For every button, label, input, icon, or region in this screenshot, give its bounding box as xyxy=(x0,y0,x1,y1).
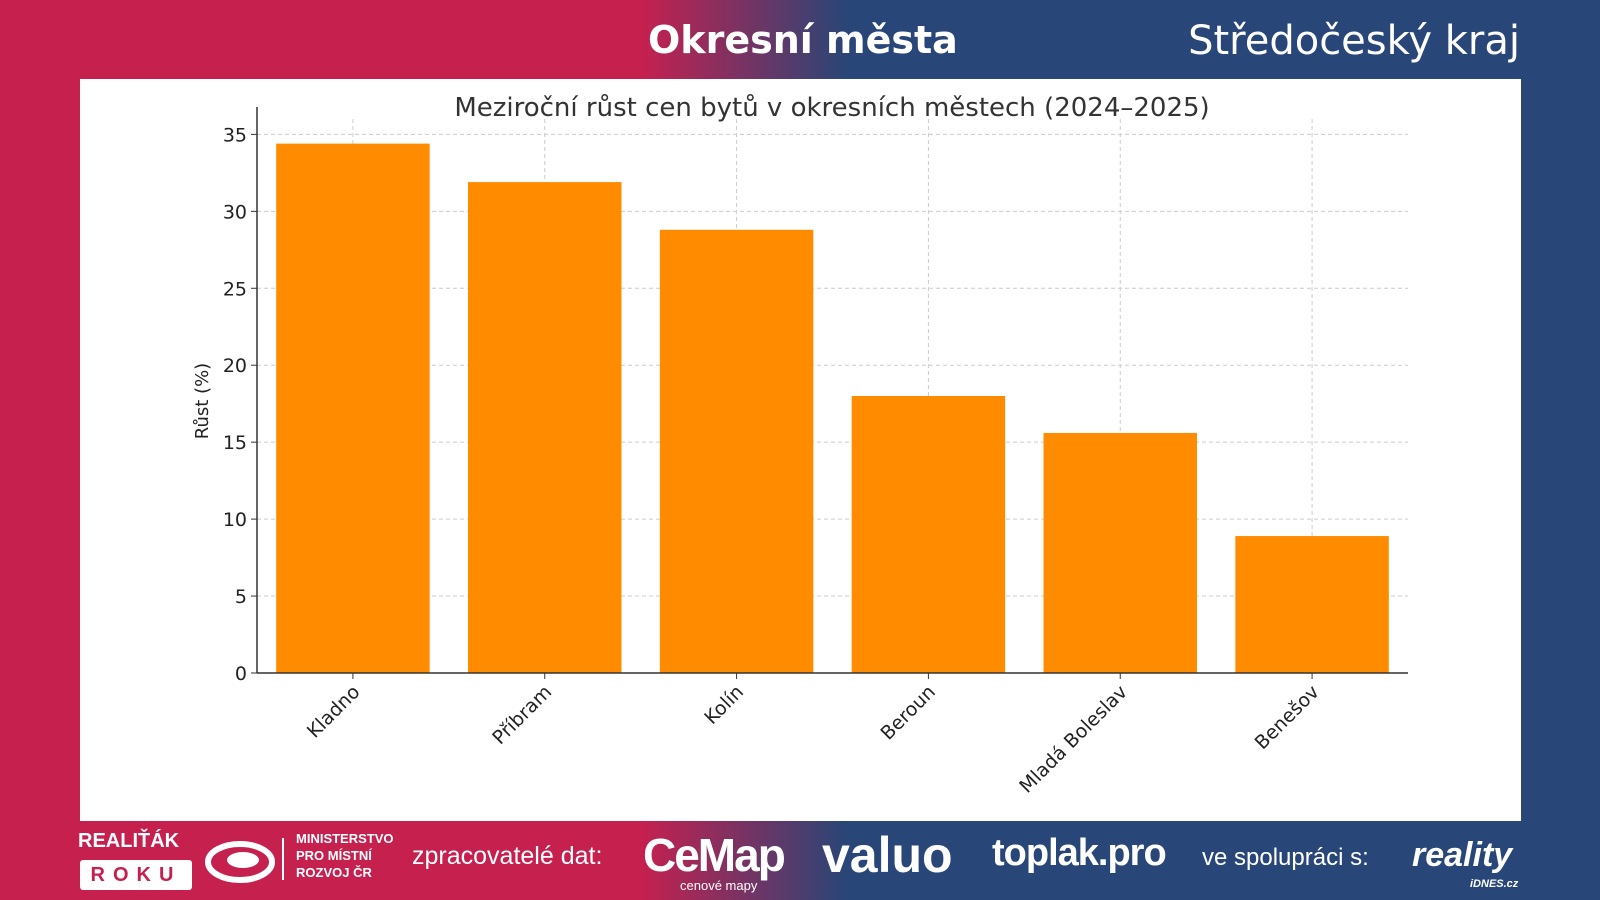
y-tick-label: 5 xyxy=(235,586,247,608)
bar-příbram xyxy=(468,182,622,673)
cooperation-label: ve spolupráci s: xyxy=(1202,844,1369,871)
bar-beroun xyxy=(851,396,1006,673)
y-tick-label: 10 xyxy=(223,509,247,531)
y-tick-label: 30 xyxy=(223,201,247,223)
ministry-line: PRO MÍSTNÍ xyxy=(296,848,372,863)
x-tick-label: Kolín xyxy=(700,681,748,729)
x-tick-label: Mladá Boleslav xyxy=(1015,681,1132,798)
chart-title: Meziroční růst cen bytů v okresních měst… xyxy=(454,93,1209,123)
y-tick-label: 35 xyxy=(223,124,247,146)
header-section-title: Okresní města xyxy=(648,18,958,62)
y-tick-label: 20 xyxy=(223,355,247,377)
header-region-title: Středočeský kraj xyxy=(1188,18,1520,64)
x-tick-label: Příbram xyxy=(488,681,556,749)
valuo-logo: valuo xyxy=(822,827,953,883)
bar-benešov xyxy=(1235,536,1389,673)
toplak-logo: toplak.pro xyxy=(992,832,1167,874)
cemap-logo: CeMap xyxy=(643,829,786,881)
y-tick-label: 0 xyxy=(235,663,247,685)
bar-kladno xyxy=(276,143,430,674)
y-axis-label: Růst (%) xyxy=(192,363,213,439)
processors-label: zpracovatelé dat: xyxy=(412,842,603,870)
bar-chart: Meziroční růst cen bytů v okresních měst… xyxy=(192,93,1408,798)
realitak-logo-bottom: ROKU xyxy=(80,860,192,890)
chart-panel: Meziroční růst cen bytů v okresních měst… xyxy=(80,79,1521,821)
x-tick-label: Benešov xyxy=(1251,681,1324,754)
cemap-subtitle: cenové mapy xyxy=(680,878,758,893)
reality-idnes-subtitle: iDNES.cz xyxy=(1470,878,1519,890)
reality-idnes-logo: reality xyxy=(1412,836,1513,874)
ministry-emblem-icon xyxy=(205,841,275,883)
footer-logos: REALIŤÁK ROKU MINISTERSTVO PRO MÍSTNÍ RO… xyxy=(0,827,1600,900)
divider xyxy=(282,838,284,880)
x-tick-label: Kladno xyxy=(303,681,365,743)
x-tick-label: Beroun xyxy=(876,681,940,745)
bar-kolín xyxy=(659,229,814,674)
ministry-logo: MINISTERSTVO PRO MÍSTNÍ ROZVOJ ČR xyxy=(296,830,394,881)
realitak-logo-top: REALIŤÁK xyxy=(78,830,180,852)
y-tick-label: 15 xyxy=(223,432,247,454)
y-tick-label: 25 xyxy=(223,278,247,300)
bar-mladá-boleslav xyxy=(1043,432,1197,673)
ministry-line: MINISTERSTVO xyxy=(296,831,394,846)
ministry-line: ROZVOJ ČR xyxy=(296,865,372,880)
